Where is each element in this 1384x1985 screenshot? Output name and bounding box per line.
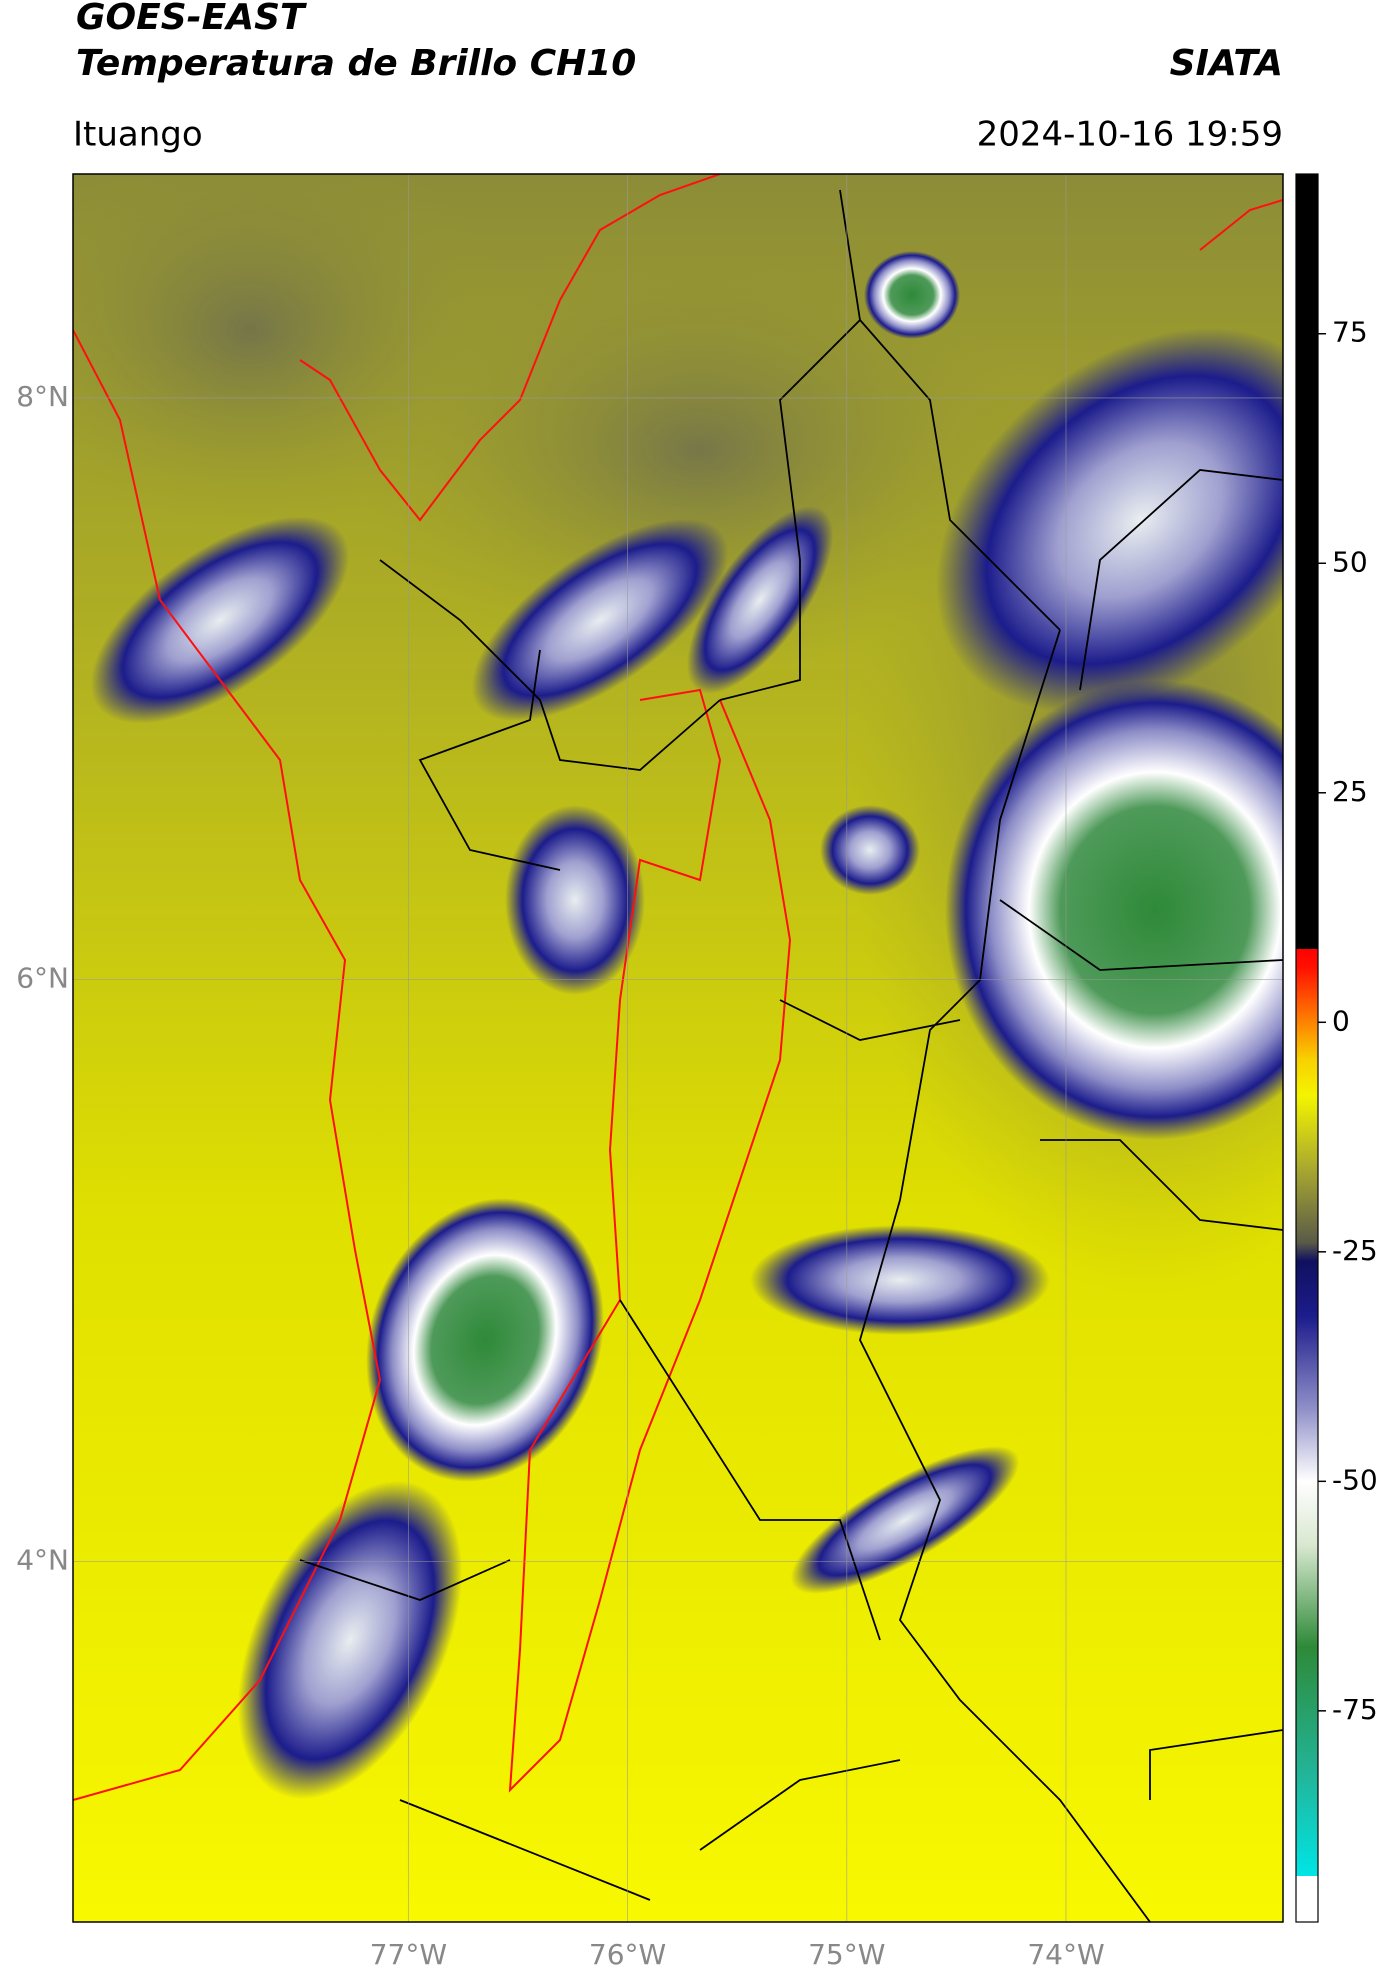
cloud xyxy=(750,1225,1050,1335)
cloud xyxy=(237,1480,463,1800)
colorbar-tick-label: 75 xyxy=(1332,316,1368,349)
cloud xyxy=(790,1446,1020,1594)
colorbar xyxy=(1295,173,1319,1923)
cloud xyxy=(820,805,920,895)
datetime: 2024-10-16 19:59 xyxy=(977,115,1283,155)
lon-tick-label: 76°W xyxy=(589,1938,666,1971)
cloud xyxy=(686,506,834,694)
colorbar-tick-label: -50 xyxy=(1332,1463,1378,1496)
colorbar-tick-label: 25 xyxy=(1332,775,1368,808)
title: GOES-EAST xyxy=(76,0,307,38)
admin-borders xyxy=(299,189,1283,1922)
satellite-image xyxy=(73,174,1283,1922)
map-frame xyxy=(72,173,1284,1923)
lat-tick-label: 6°N xyxy=(16,962,69,995)
cloud xyxy=(471,518,729,722)
cloud xyxy=(505,805,645,995)
graticule xyxy=(73,174,1283,1922)
source: SIATA xyxy=(1170,43,1283,84)
cloud xyxy=(935,327,1283,713)
location: Ituango xyxy=(73,115,203,155)
lon-tick-label: 74°W xyxy=(1027,1938,1104,1971)
lat-tick-label: 8°N xyxy=(16,380,69,413)
colorbar-tick-label: 50 xyxy=(1332,545,1368,578)
colorbar-tick-label: -25 xyxy=(1332,1234,1378,1267)
cloud xyxy=(945,680,1283,1140)
colorbar-tick-label: 0 xyxy=(1332,1004,1350,1037)
lat-tick-label: 4°N xyxy=(16,1543,69,1576)
country-borders xyxy=(73,174,1283,1801)
lon-tick-label: 75°W xyxy=(808,1938,885,1971)
haze xyxy=(350,230,1050,670)
cloud xyxy=(366,1198,604,1482)
subtitle: Temperatura de Brillo CH10 xyxy=(76,43,636,84)
cloud xyxy=(864,251,960,339)
cloud xyxy=(90,516,350,724)
lon-tick-label: 77°W xyxy=(370,1938,447,1971)
colorbar-tick-label: -75 xyxy=(1332,1693,1378,1726)
